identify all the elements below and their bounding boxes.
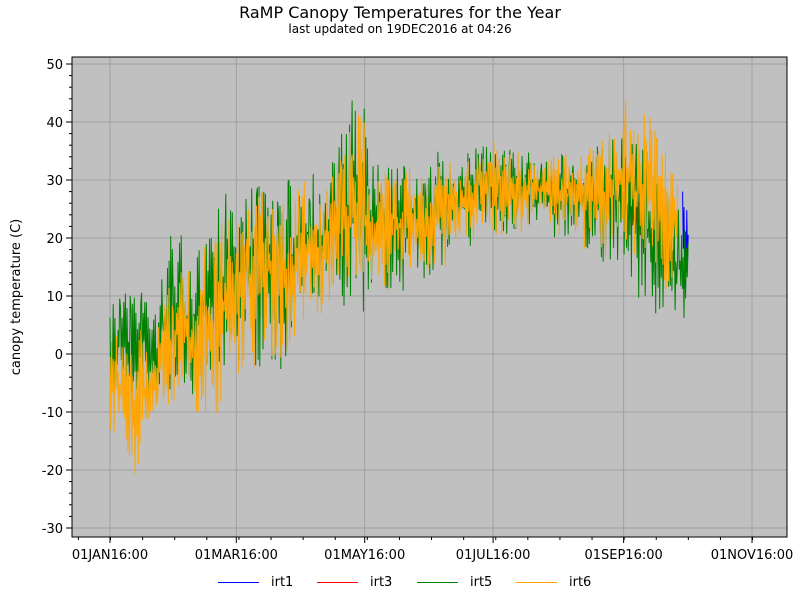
legend-item-irt5: irt5 xyxy=(417,575,492,590)
x-tick-label: 01NOV16:00 xyxy=(711,548,794,563)
chart-subtitle: last updated on 19DEC2016 at 04:26 xyxy=(288,22,512,36)
series-irt5-line xyxy=(109,100,689,398)
y-tick-label: -10 xyxy=(42,406,63,421)
legend-label: irt5 xyxy=(470,575,493,590)
legend-item-irt1: irt1 xyxy=(218,575,293,590)
y-tick-label: 20 xyxy=(46,232,63,247)
y-tick-label: 40 xyxy=(46,116,63,131)
series-irt6-line xyxy=(109,98,678,474)
x-tick-label: 01SEP16:00 xyxy=(584,548,662,563)
y-tick-label: 10 xyxy=(46,290,63,305)
y-tick-label: 50 xyxy=(46,58,63,73)
y-tick-label: 0 xyxy=(55,348,63,363)
y-tick-label: -30 xyxy=(42,522,63,537)
series-irt1-line xyxy=(682,191,689,289)
legend-swatch xyxy=(317,582,358,583)
x-tick-label: 01JUL16:00 xyxy=(456,548,531,563)
plot-border xyxy=(71,56,788,538)
x-tick-label: 01MAY16:00 xyxy=(324,548,405,563)
legend-swatch xyxy=(516,582,557,583)
legend-label: irt3 xyxy=(370,575,393,590)
legend-label: irt1 xyxy=(271,575,294,590)
y-tick-label: 30 xyxy=(46,174,63,189)
legend-swatch xyxy=(417,582,458,583)
x-tick-label: 01MAR16:00 xyxy=(195,548,278,563)
legend-swatch xyxy=(218,582,259,583)
plot-area xyxy=(72,57,787,537)
legend-label: irt6 xyxy=(569,575,592,590)
y-tick-label: -20 xyxy=(42,464,63,479)
x-tick-label: 01JAN16:00 xyxy=(72,548,148,563)
chart-title: RaMP Canopy Temperatures for the Year xyxy=(239,3,561,22)
legend: irt1 irt3 irt5 irt6 xyxy=(0,575,800,595)
legend-item-irt6: irt6 xyxy=(516,575,591,590)
y-axis-label: canopy temperature (C) xyxy=(9,219,24,375)
legend-item-irt3: irt3 xyxy=(317,575,392,590)
